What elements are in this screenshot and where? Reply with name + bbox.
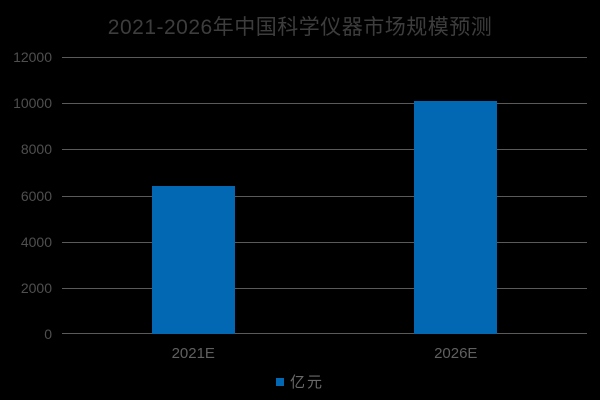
bar-2021e	[151, 186, 235, 334]
y-axis: 12000 10000 8000 6000 4000 2000 0	[0, 49, 52, 342]
bar-2026e	[414, 100, 498, 334]
gridline	[62, 57, 587, 58]
gridline	[62, 103, 587, 105]
legend-label: 亿元	[289, 374, 324, 391]
legend-swatch-icon	[275, 377, 284, 386]
y-tick-label: 2000	[20, 279, 52, 296]
gridline	[62, 149, 587, 151]
y-tick-label: 0	[44, 326, 52, 342]
x-axis: 2021E 2026E	[62, 345, 587, 363]
chart-title: 2021-2026年中国科学仪器市场规模预测	[107, 16, 493, 39]
gridline	[62, 241, 587, 243]
gridline	[62, 195, 587, 197]
y-tick-label: 6000	[20, 187, 52, 204]
gridline	[62, 333, 587, 334]
x-tick-label: 2021E	[171, 345, 215, 362]
plot-area	[62, 57, 587, 334]
y-tick-label: 10000	[13, 95, 52, 112]
gridline	[62, 287, 587, 289]
y-tick-label: 8000	[20, 141, 52, 158]
legend: 亿元	[0, 371, 600, 392]
y-tick-label: 4000	[20, 233, 52, 250]
y-tick-label: 12000	[13, 49, 52, 65]
x-tick-label: 2026E	[434, 345, 478, 362]
